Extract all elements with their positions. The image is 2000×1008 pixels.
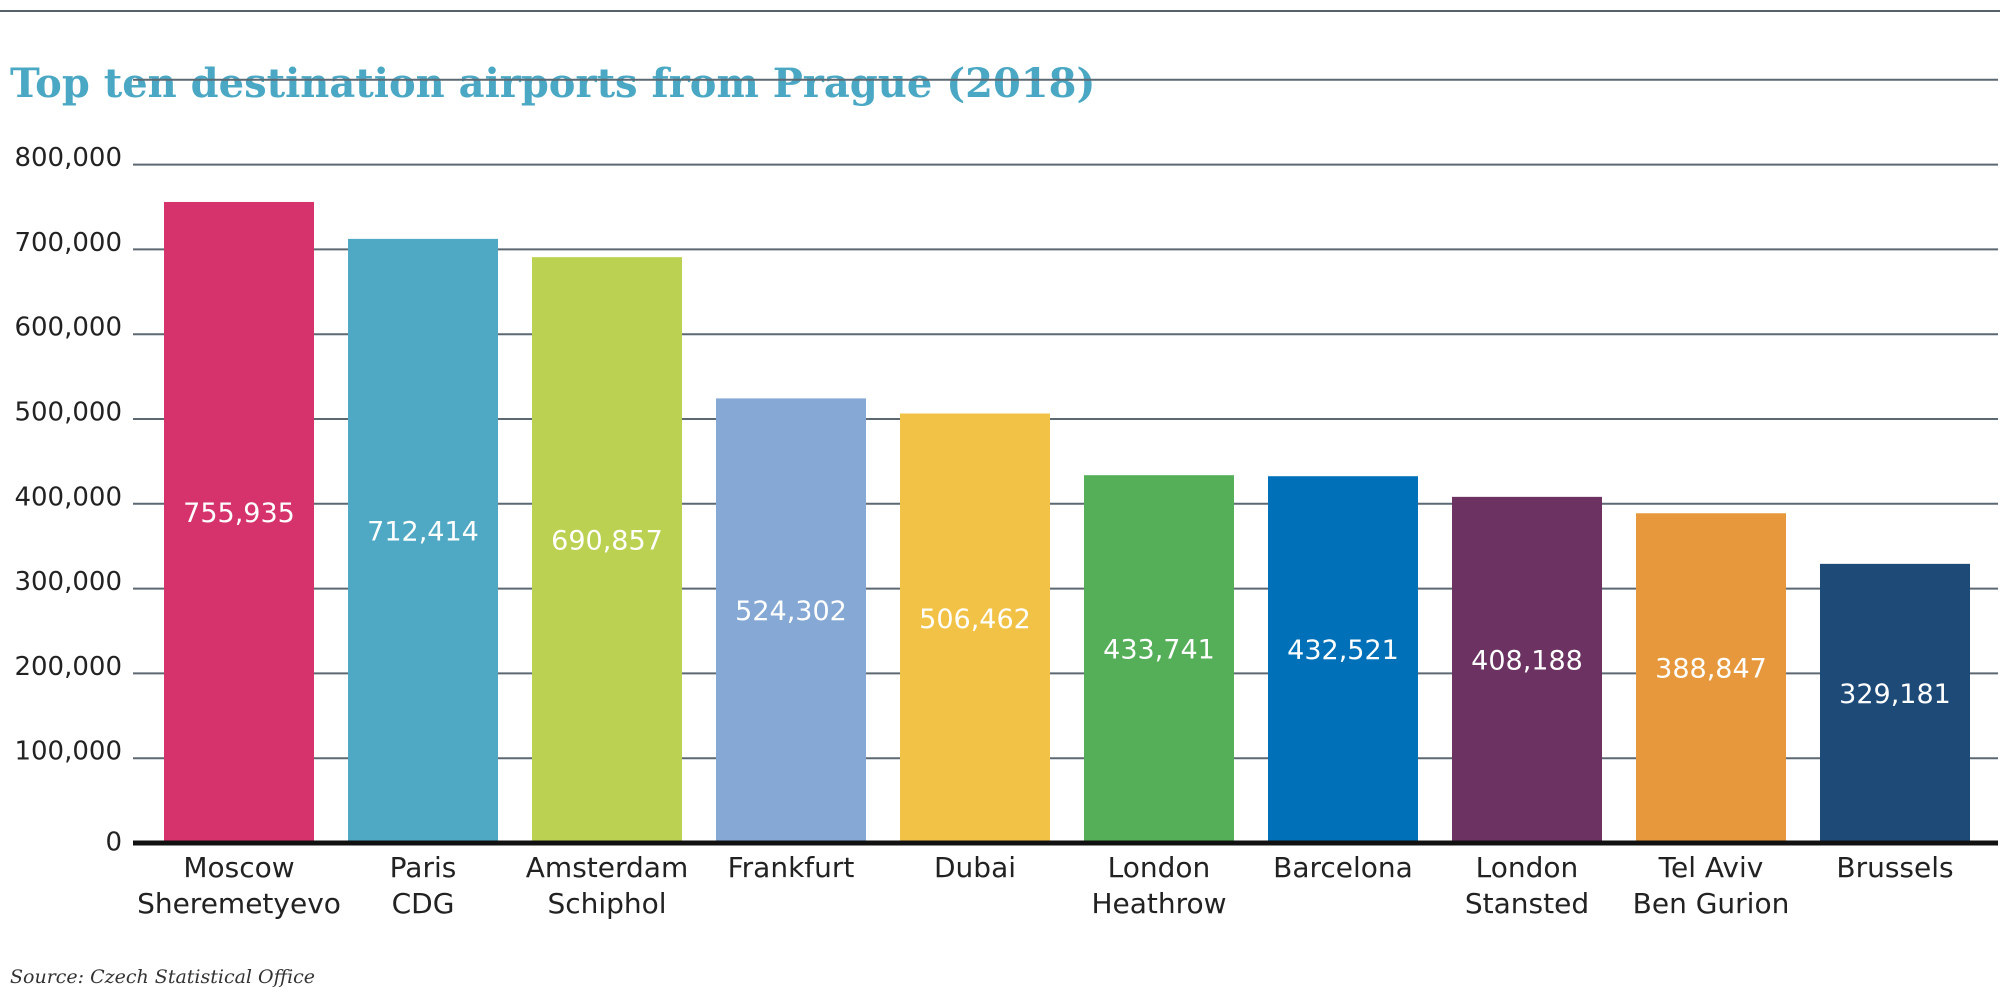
x-category-label: Paris CDG bbox=[390, 851, 457, 920]
x-category-label-line: Stansted bbox=[1465, 887, 1589, 920]
bar-value-label: 329,181 bbox=[1839, 679, 1951, 710]
bar-value-label: 506,462 bbox=[919, 604, 1031, 635]
x-category-label-line: London bbox=[1108, 851, 1211, 884]
bar-9 bbox=[1820, 563, 1970, 843]
bar-7 bbox=[1452, 496, 1602, 843]
bar-6 bbox=[1268, 476, 1418, 843]
y-tick-label: 400,000 bbox=[14, 482, 122, 512]
x-category-label-line: Paris bbox=[390, 851, 457, 884]
bar-1 bbox=[348, 238, 498, 843]
bar-8 bbox=[1636, 513, 1786, 843]
x-category-label: Brussels bbox=[1836, 851, 1953, 884]
x-category-label: Dubai bbox=[934, 851, 1016, 884]
bar-value-label: 408,188 bbox=[1471, 645, 1583, 676]
bar-value-label: 755,935 bbox=[183, 498, 295, 529]
x-category-label: Frankfurt bbox=[728, 851, 855, 884]
source-note: Source: Czech Statistical Office bbox=[10, 966, 316, 988]
x-category-label-line: Moscow bbox=[183, 851, 294, 884]
y-tick-label: 200,000 bbox=[14, 652, 122, 682]
bar-value-label: 388,847 bbox=[1655, 654, 1767, 685]
bar-value-label: 524,302 bbox=[735, 596, 847, 627]
x-category-label-line: Heathrow bbox=[1091, 887, 1226, 920]
y-tick-label: 800,000 bbox=[14, 143, 122, 173]
bar-value-label: 712,414 bbox=[367, 516, 479, 547]
y-tick-label: 700,000 bbox=[14, 228, 122, 258]
top-rule bbox=[0, 10, 2000, 12]
bar-2 bbox=[532, 257, 682, 843]
bar-5 bbox=[1084, 475, 1234, 843]
x-category-label: Barcelona bbox=[1273, 851, 1413, 884]
bar-4 bbox=[900, 413, 1050, 843]
bar-value-label: 432,521 bbox=[1287, 635, 1399, 666]
x-category-label-line: London bbox=[1476, 851, 1579, 884]
x-category-label: London Stansted bbox=[1465, 851, 1589, 920]
x-category-label: London Heathrow bbox=[1091, 851, 1226, 920]
axes: 0 100,000 200,000 300,000 400,000 500,000 600,… bbox=[14, 143, 1998, 920]
y-tick-label: 600,000 bbox=[14, 313, 122, 343]
x-category-label-line: Sheremetyevo bbox=[137, 887, 341, 920]
bar-0 bbox=[164, 201, 314, 844]
x-category-label: Amsterdam Schiphol bbox=[526, 851, 688, 920]
bars: 755,935 712,414 690,857 524,302 506,462 433,7… bbox=[164, 201, 1970, 844]
x-category-label-line: Dubai bbox=[934, 851, 1016, 884]
x-category-label-line: Brussels bbox=[1836, 851, 1953, 884]
bar-value-label: 690,857 bbox=[551, 526, 663, 557]
x-category-label-line: CDG bbox=[392, 887, 455, 920]
x-category-label-line: Ben Gurion bbox=[1633, 887, 1790, 920]
y-tick-label: 500,000 bbox=[14, 398, 122, 428]
chart-title: Top ten destination airports from Prague… bbox=[10, 60, 1096, 107]
x-category-label-line: Frankfurt bbox=[728, 851, 855, 884]
y-tick-label: 0 bbox=[105, 828, 122, 858]
x-category-label-line: Tel Aviv bbox=[1658, 851, 1764, 884]
y-tick-label: 100,000 bbox=[14, 737, 122, 767]
x-category-label: Moscow Sheremetyevo bbox=[137, 851, 341, 920]
x-category-label-line: Schiphol bbox=[547, 887, 666, 920]
x-category-label: Tel Aviv Ben Gurion bbox=[1633, 851, 1790, 920]
y-tick-label: 300,000 bbox=[14, 567, 122, 597]
x-category-label-line: Barcelona bbox=[1273, 851, 1413, 884]
x-category-label-line: Amsterdam bbox=[526, 851, 688, 884]
bar-value-label: 433,741 bbox=[1103, 635, 1215, 666]
bar-3 bbox=[716, 398, 866, 843]
